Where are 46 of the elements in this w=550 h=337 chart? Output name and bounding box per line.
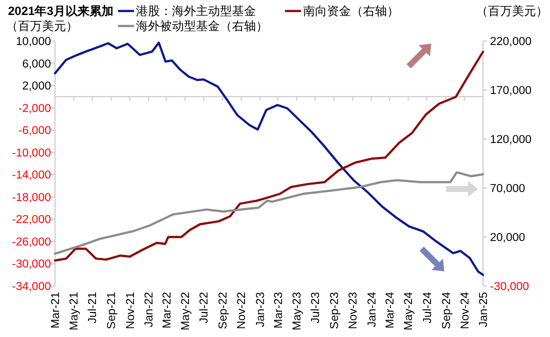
x-tick-label: Mar-24 xyxy=(384,291,397,328)
y2-tick-label: 70,000 xyxy=(490,183,526,195)
y2-axis-title: （百万美元） xyxy=(476,4,548,18)
x-tick-label: Sep-22 xyxy=(218,292,230,330)
x-tick-label: Mar-23 xyxy=(272,292,285,328)
y-tick-label: -34,000 xyxy=(12,281,51,293)
y-tick-label: -2,000 xyxy=(18,102,51,115)
x-tick-label: Jan-22 xyxy=(143,292,156,328)
x-tick-label: May-21 xyxy=(68,292,81,330)
x-tick-label: May-23 xyxy=(291,292,304,330)
x-tick-label: Jan-25 xyxy=(478,292,490,328)
x-tick-label: Jul-22 xyxy=(198,292,211,324)
x-tick-label: Jul-23 xyxy=(310,292,322,324)
y-tick-label: -30,000 xyxy=(12,258,51,271)
y-tick-label: -26,000 xyxy=(12,236,51,248)
x-tick-label: Jan-24 xyxy=(366,291,378,328)
x-tick-label: Jan-23 xyxy=(254,292,267,328)
y-tick-label: 6,000 xyxy=(22,58,51,70)
y2-tick-label: 220,000 xyxy=(490,36,532,48)
y-tick-label: -14,000 xyxy=(12,170,51,182)
x-tick-label: Mar-21 xyxy=(50,292,62,328)
y-tick-label: -22,000 xyxy=(12,214,51,226)
legend-label: 南向资金（右轴） xyxy=(303,4,399,18)
x-tick-label: May-22 xyxy=(180,292,192,330)
x-tick-label: Sep-21 xyxy=(106,292,118,330)
x-tick-label: Sep-24 xyxy=(440,291,453,330)
x-tick-label: Jul-21 xyxy=(87,292,100,324)
x-tick-label: Jul-24 xyxy=(422,291,434,324)
y-tick-label: -6,000 xyxy=(18,125,51,138)
x-tick-label: Mar-22 xyxy=(161,292,174,328)
x-tick-label: Nov-23 xyxy=(348,292,360,330)
y-tick-label: 2,000 xyxy=(22,80,51,93)
x-tick-label: Nov-24 xyxy=(459,291,472,330)
x-tick-label: Sep-23 xyxy=(329,292,342,330)
x-tick-label: Nov-21 xyxy=(124,292,137,330)
y-tick-label: 10,000 xyxy=(16,36,51,48)
x-tick-label: Nov-22 xyxy=(236,292,248,330)
y2-tick-label: 170,000 xyxy=(490,85,532,97)
chart-title: 2021年3月以来累加 xyxy=(8,4,114,18)
y2-tick-label: 20,000 xyxy=(490,232,526,244)
x-tick-label: May-24 xyxy=(403,291,416,330)
y-tick-label: -18,000 xyxy=(12,192,51,204)
y2-tick-label: 120,000 xyxy=(490,134,532,146)
y2-tick-label: -30,000 xyxy=(490,281,530,293)
y-axis-title: （百万美元） xyxy=(6,19,78,33)
y-tick-label: -10,000 xyxy=(12,147,51,160)
